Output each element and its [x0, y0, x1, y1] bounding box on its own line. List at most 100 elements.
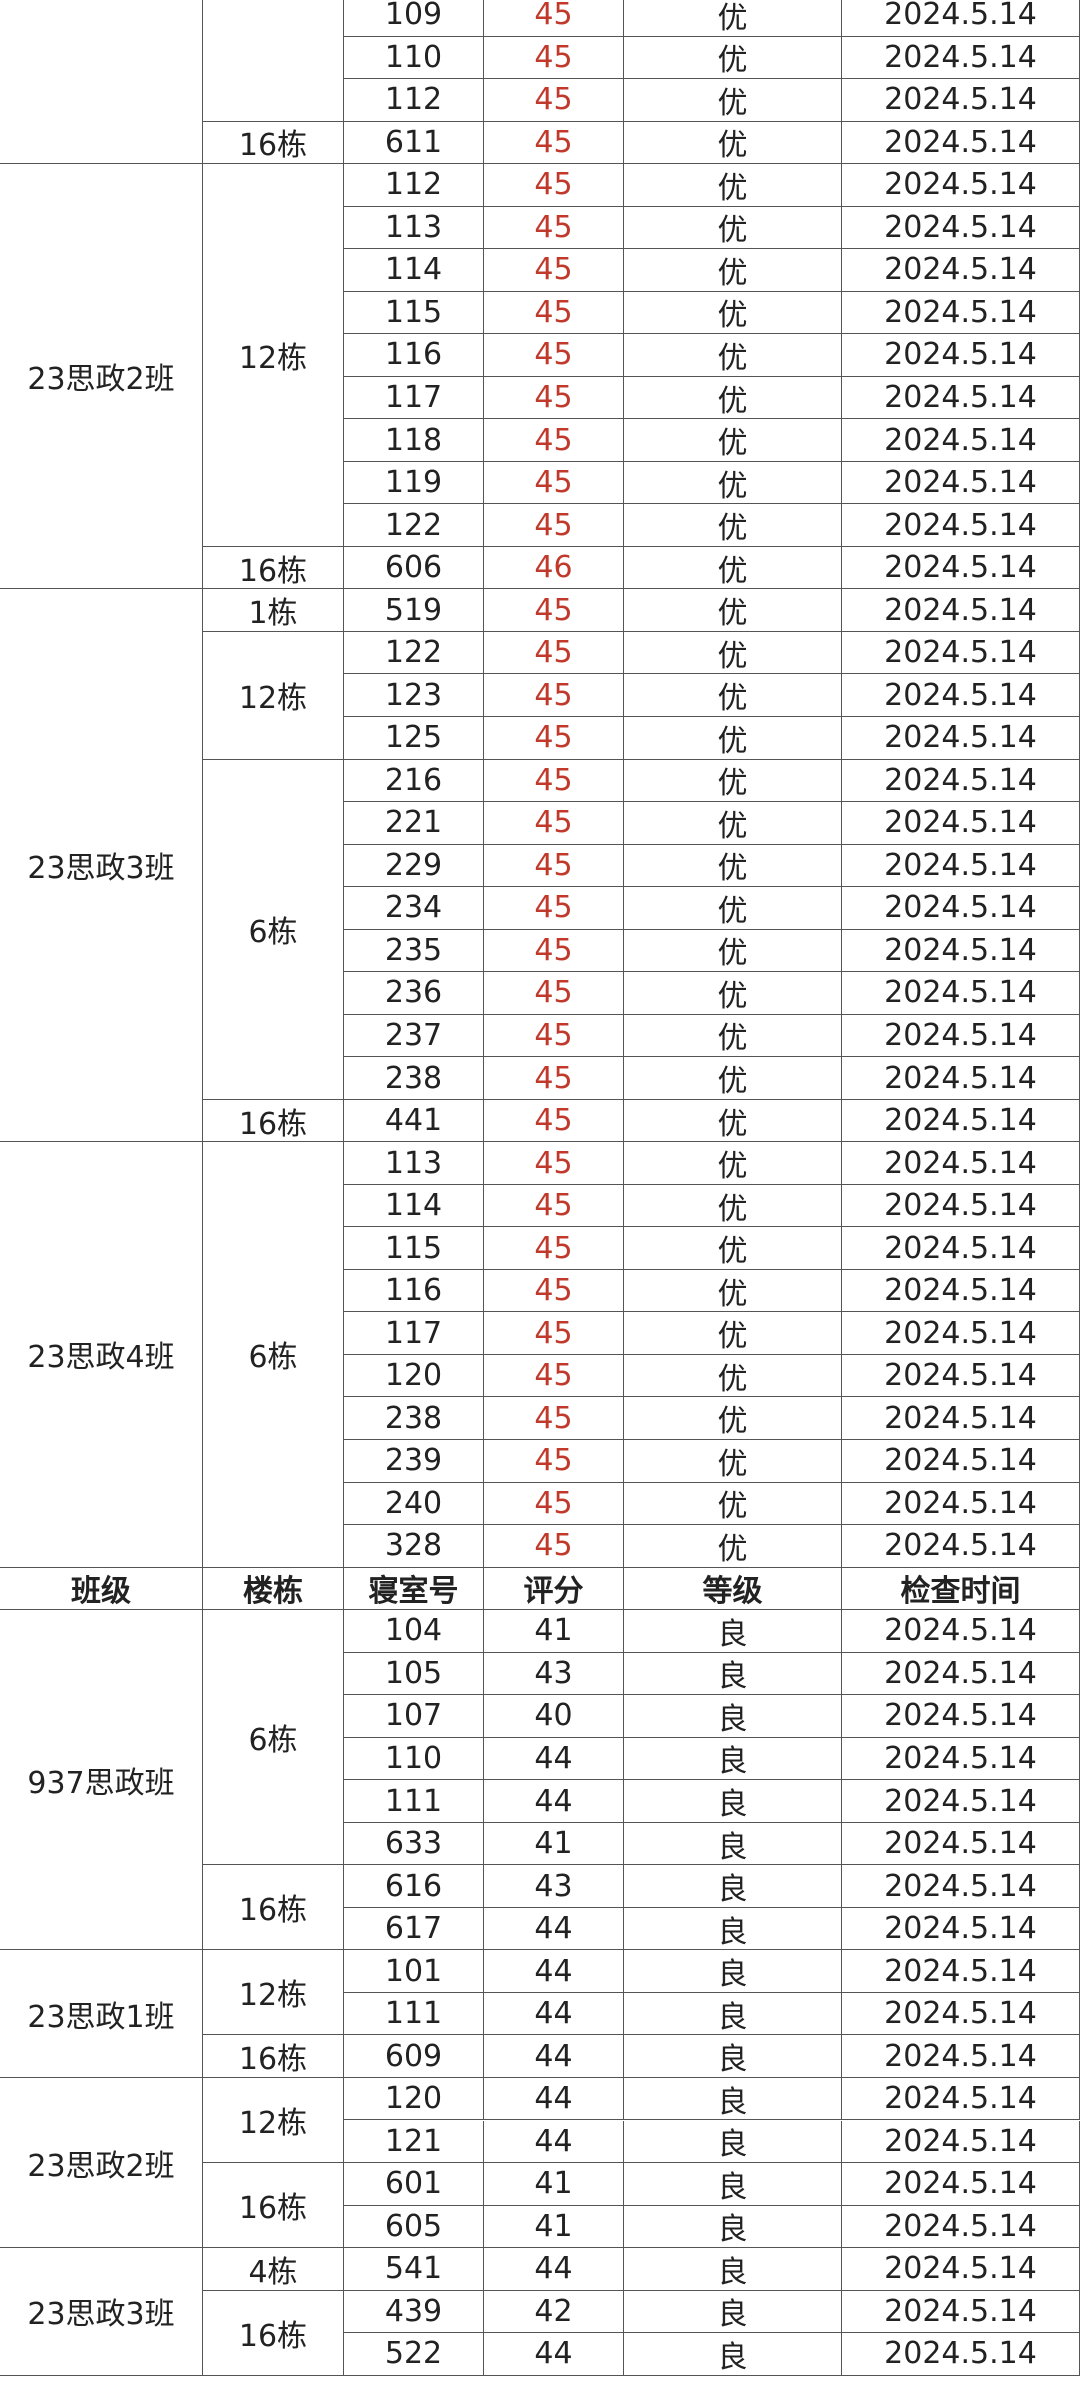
score-cell: 45: [484, 631, 624, 675]
date-cell: 2024.5.14: [842, 759, 1080, 803]
class-cell: 937思政班: [0, 1610, 203, 1951]
grade-cell: 优: [624, 1227, 842, 1270]
room-cell: 519: [344, 589, 484, 632]
room-cell: 113: [344, 1142, 484, 1185]
header-cell: 楼栋: [203, 1567, 344, 1611]
grade-cell: 良: [624, 1950, 842, 1993]
room-cell: 114: [344, 249, 484, 292]
building-cell: 12栋: [203, 1950, 344, 2036]
grade-cell: 优: [624, 972, 842, 1015]
room-cell: 105: [344, 1652, 484, 1696]
score-cell: 45: [484, 79, 624, 122]
score-cell: 45: [484, 759, 624, 803]
date-cell: 2024.5.14: [842, 844, 1080, 888]
header-cell: 等级: [624, 1567, 842, 1611]
date-cell: 2024.5.14: [842, 1099, 1080, 1143]
grade-cell: 优: [624, 1440, 842, 1483]
room-cell: 617: [344, 1907, 484, 1951]
date-cell: 2024.5.14: [842, 2120, 1080, 2164]
score-cell: 41: [484, 1610, 624, 1653]
grade-cell: 良: [624, 2035, 842, 2078]
score-cell: 43: [484, 1865, 624, 1908]
room-cell: 328: [344, 1525, 484, 1568]
room-cell: 611: [344, 121, 484, 165]
grade-cell: 优: [624, 1312, 842, 1355]
grade-cell: 优: [624, 121, 842, 165]
building-cell: 6栋: [203, 1610, 344, 1866]
grade-cell: 优: [624, 887, 842, 930]
score-cell: 45: [484, 0, 624, 37]
room-cell: 116: [344, 334, 484, 377]
grade-cell: 优: [624, 631, 842, 675]
room-cell: 111: [344, 1992, 484, 2036]
grade-cell: 优: [624, 546, 842, 590]
score-cell: 44: [484, 1992, 624, 2036]
room-cell: 118: [344, 419, 484, 462]
score-cell: 44: [484, 1907, 624, 1951]
room-cell: 522: [344, 2333, 484, 2376]
score-cell: 44: [484, 1737, 624, 1781]
room-cell: 122: [344, 631, 484, 675]
room-cell: 236: [344, 972, 484, 1015]
score-cell: 45: [484, 674, 624, 717]
grade-cell: 优: [624, 419, 842, 462]
score-cell: 45: [484, 717, 624, 760]
room-cell: 238: [344, 1397, 484, 1440]
score-cell: 45: [484, 844, 624, 888]
building-cell: 6栋: [203, 759, 344, 1100]
score-cell: 45: [484, 36, 624, 80]
score-cell: 44: [484, 2035, 624, 2078]
score-cell: 45: [484, 972, 624, 1015]
room-cell: 121: [344, 2120, 484, 2164]
score-cell: 45: [484, 887, 624, 930]
date-cell: 2024.5.14: [842, 1610, 1080, 1653]
score-cell: 45: [484, 1184, 624, 1228]
room-cell: 119: [344, 461, 484, 505]
date-cell: 2024.5.14: [842, 674, 1080, 717]
score-cell: 43: [484, 1652, 624, 1696]
room-cell: 439: [344, 2290, 484, 2334]
score-cell: 41: [484, 1822, 624, 1866]
grade-cell: 优: [624, 1482, 842, 1526]
score-cell: 45: [484, 802, 624, 845]
header-cell: 班级: [0, 1567, 203, 1611]
score-cell: 45: [484, 291, 624, 335]
room-cell: 541: [344, 2248, 484, 2291]
room-cell: 115: [344, 291, 484, 335]
room-cell: 104: [344, 1610, 484, 1653]
room-cell: 609: [344, 2035, 484, 2078]
date-cell: 2024.5.14: [842, 376, 1080, 420]
score-cell: 45: [484, 1312, 624, 1355]
grade-cell: 优: [624, 1057, 842, 1100]
score-cell: 45: [484, 419, 624, 462]
room-cell: 240: [344, 1482, 484, 1526]
building-cell: 16栋: [203, 546, 344, 590]
score-cell: 45: [484, 504, 624, 547]
grade-cell: 良: [624, 1865, 842, 1908]
date-cell: 2024.5.14: [842, 1269, 1080, 1313]
date-cell: 2024.5.14: [842, 2035, 1080, 2078]
score-cell: 45: [484, 206, 624, 250]
date-cell: 2024.5.14: [842, 802, 1080, 845]
date-cell: 2024.5.14: [842, 2205, 1080, 2249]
room-cell: 633: [344, 1822, 484, 1866]
grade-cell: 优: [624, 36, 842, 80]
score-cell: 45: [484, 1269, 624, 1313]
date-cell: 2024.5.14: [842, 2248, 1080, 2291]
room-cell: 123: [344, 674, 484, 717]
date-cell: 2024.5.14: [842, 929, 1080, 973]
room-cell: 229: [344, 844, 484, 888]
room-cell: 239: [344, 1440, 484, 1483]
grade-cell: 优: [624, 334, 842, 377]
class-cell: 23思政3班: [0, 2248, 203, 2376]
building-cell: 1栋: [203, 589, 344, 632]
date-cell: 2024.5.14: [842, 1227, 1080, 1270]
date-cell: 2024.5.14: [842, 461, 1080, 505]
grade-cell: 优: [624, 1014, 842, 1058]
score-cell: 45: [484, 1142, 624, 1185]
score-cell: 45: [484, 1482, 624, 1526]
date-cell: 2024.5.14: [842, 887, 1080, 930]
date-cell: 2024.5.14: [842, 972, 1080, 1015]
score-cell: 45: [484, 164, 624, 207]
